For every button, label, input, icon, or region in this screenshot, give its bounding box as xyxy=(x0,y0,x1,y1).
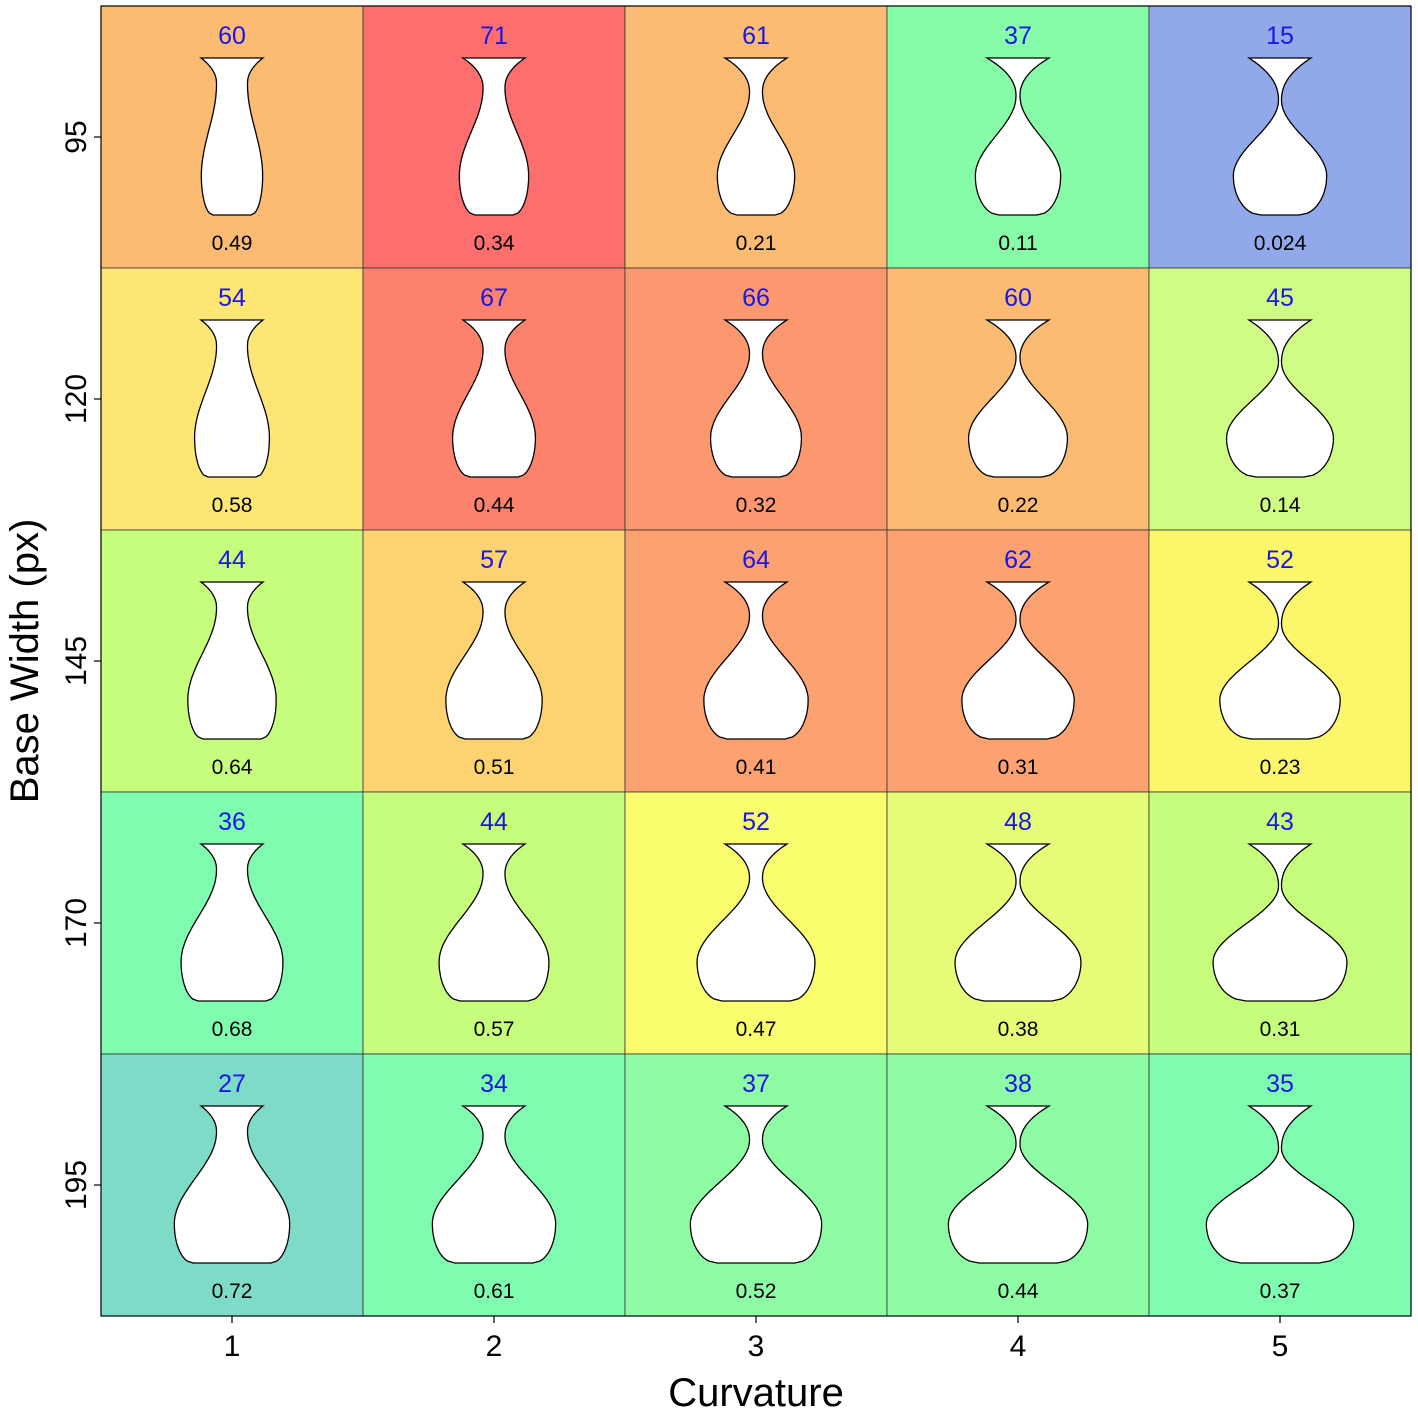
vase-shape xyxy=(1225,319,1335,478)
x-tick-label: 4 xyxy=(1010,1330,1027,1363)
cell-bottom-value: 0.31 xyxy=(998,756,1039,779)
cell-top-value: 62 xyxy=(1004,546,1032,574)
cell-top-value: 36 xyxy=(218,808,246,836)
cell-top-value: 38 xyxy=(1004,1070,1032,1098)
vase-shape xyxy=(961,581,1075,740)
y-tick-label: 95 xyxy=(60,120,93,153)
x-tick-label: 5 xyxy=(1272,1330,1289,1363)
vase-shape xyxy=(967,319,1069,478)
vase-shape xyxy=(193,319,271,478)
cell-top-value: 43 xyxy=(1266,808,1294,836)
heatmap-cells: 60 0.49 71 0.34 61 0.21 37 0.11 15 0.024 54 0.58 67 0… xyxy=(100,5,1412,1317)
vase-shape xyxy=(954,843,1082,1002)
cell-top-value: 34 xyxy=(480,1070,508,1098)
cell-bottom-value: 0.52 xyxy=(736,1280,777,1303)
cell-bottom-value: 0.38 xyxy=(998,1018,1039,1041)
cell-top-value: 48 xyxy=(1004,808,1032,836)
cell-top-value: 37 xyxy=(742,1070,770,1098)
x-axis-label: Curvature xyxy=(668,1371,844,1414)
cell-bottom-value: 0.49 xyxy=(212,232,253,255)
cell-bottom-value: 0.14 xyxy=(1260,494,1301,517)
cell-top-value: 60 xyxy=(218,22,246,50)
vase-shape xyxy=(689,1105,823,1264)
cell-bottom-value: 0.61 xyxy=(474,1280,515,1303)
y-tick-label: 170 xyxy=(60,898,93,948)
cell-bottom-value: 0.64 xyxy=(212,756,253,779)
cell-top-value: 44 xyxy=(218,546,246,574)
cell-top-value: 61 xyxy=(742,22,770,50)
cell-top-value: 71 xyxy=(480,22,508,50)
vase-shape xyxy=(180,843,284,1002)
cell-bottom-value: 0.21 xyxy=(736,232,777,255)
cell-bottom-value: 0.68 xyxy=(212,1018,253,1041)
cell-bottom-value: 0.31 xyxy=(1260,1018,1301,1041)
cell-bottom-value: 0.57 xyxy=(474,1018,515,1041)
vase-shape xyxy=(703,581,809,740)
vase-shape xyxy=(696,843,816,1002)
cell-bottom-value: 0.47 xyxy=(736,1018,777,1041)
vase-shape xyxy=(431,1105,557,1264)
cell-top-value: 45 xyxy=(1266,284,1294,312)
cell-bottom-value: 0.11 xyxy=(998,232,1037,255)
vase-shape xyxy=(451,319,537,478)
cell-top-value: 52 xyxy=(1266,546,1294,574)
vase-shape xyxy=(716,57,796,216)
vase-shape xyxy=(1212,843,1348,1002)
cell-top-value: 60 xyxy=(1004,284,1032,312)
cell-bottom-value: 0.32 xyxy=(736,494,777,517)
x-tick-label: 2 xyxy=(486,1330,503,1363)
cell-top-value: 64 xyxy=(742,546,770,574)
cell-bottom-value: 0.44 xyxy=(998,1280,1039,1303)
cell-top-value: 57 xyxy=(480,546,508,574)
cell-bottom-value: 0.72 xyxy=(212,1280,253,1303)
vase-shape xyxy=(445,581,543,740)
cell-top-value: 67 xyxy=(480,284,508,312)
cell-bottom-value: 0.34 xyxy=(474,232,515,255)
vase-shape xyxy=(1219,581,1341,740)
vase-shape xyxy=(1205,1105,1355,1264)
x-tick-label: 3 xyxy=(748,1330,765,1363)
y-tick-label: 120 xyxy=(60,374,93,424)
cell-top-value: 15 xyxy=(1266,22,1294,50)
cell-top-value: 35 xyxy=(1266,1070,1294,1098)
vase-shape xyxy=(1232,57,1328,216)
cell-top-value: 37 xyxy=(1004,22,1032,50)
vase-shape xyxy=(709,319,803,478)
cell-bottom-value: 0.41 xyxy=(736,756,777,779)
vase-shape xyxy=(947,1105,1089,1264)
cell-bottom-value: 0.23 xyxy=(1260,756,1301,779)
y-tick-label: 145 xyxy=(60,636,93,686)
cell-bottom-value: 0.37 xyxy=(1260,1280,1301,1303)
cell-bottom-value: 0.58 xyxy=(212,494,253,517)
x-axis-ticks: 1 2 3 4 5 xyxy=(224,1316,1289,1363)
y-axis-ticks: 95 120 145 170 195 xyxy=(60,120,101,1210)
cell-top-value: 44 xyxy=(480,808,508,836)
x-tick-label: 1 xyxy=(224,1330,241,1363)
y-axis-label: Base Width (px) xyxy=(3,519,47,804)
vase-shape xyxy=(199,57,265,216)
cell-bottom-value: 0.22 xyxy=(998,494,1039,517)
vase-shape xyxy=(187,581,277,740)
cell-top-value: 66 xyxy=(742,284,770,312)
cell-top-value: 27 xyxy=(218,1070,246,1098)
vase-shape xyxy=(458,57,530,216)
y-tick-label: 195 xyxy=(60,1160,93,1210)
cell-bottom-value: 0.024 xyxy=(1254,232,1307,255)
vase-shape xyxy=(438,843,550,1002)
cell-top-value: 52 xyxy=(742,808,770,836)
vase-shape xyxy=(974,57,1062,216)
cell-bottom-value: 0.44 xyxy=(474,494,515,517)
cell-bottom-value: 0.51 xyxy=(474,756,515,779)
vase-shape xyxy=(173,1105,291,1264)
cell-top-value: 54 xyxy=(218,284,246,312)
